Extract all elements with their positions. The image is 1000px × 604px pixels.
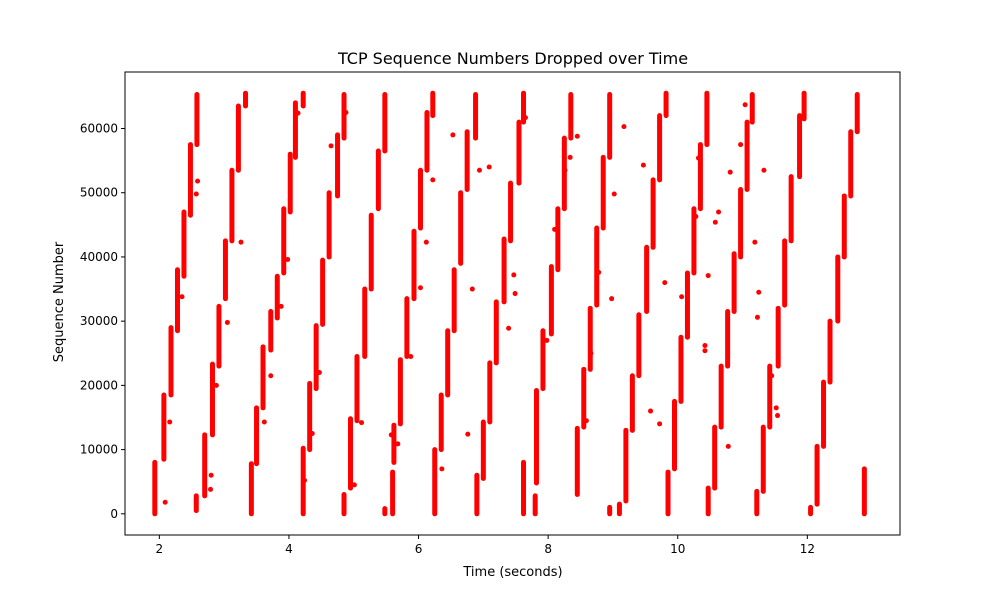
data-point-28 — [439, 466, 445, 472]
data-point-19 — [343, 109, 349, 115]
data-point-17 — [316, 370, 322, 376]
data-point-34 — [506, 325, 512, 331]
data-point-61 — [705, 273, 711, 279]
data-point-60 — [702, 348, 708, 354]
data-point-64 — [725, 443, 731, 449]
x-tick-label-4: 10 — [670, 542, 685, 556]
data-point-71 — [761, 167, 767, 173]
data-point-43 — [574, 133, 580, 139]
x-tick-label-5: 12 — [800, 542, 815, 556]
data-point-5 — [208, 486, 214, 492]
data-point-70 — [756, 289, 762, 295]
data-point-13 — [285, 257, 291, 263]
data-point-37 — [516, 163, 522, 169]
data-point-66 — [738, 142, 744, 148]
x-tick-label-2: 6 — [415, 542, 423, 556]
data-point-6 — [208, 472, 214, 478]
data-point-57 — [693, 213, 699, 219]
data-point-58 — [695, 155, 701, 161]
data-point-35 — [511, 272, 517, 278]
data-point-20 — [351, 482, 357, 488]
data-point-15 — [301, 477, 307, 483]
data-point-72 — [769, 373, 775, 379]
data-point-31 — [469, 286, 475, 292]
data-point-11 — [268, 373, 274, 379]
data-point-59 — [702, 343, 708, 349]
data-point-48 — [611, 191, 617, 197]
data-point-68 — [752, 239, 758, 245]
data-point-50 — [621, 124, 627, 130]
data-point-49 — [616, 502, 622, 508]
y-tick-label-2: 20000 — [80, 378, 118, 392]
data-point-69 — [754, 314, 760, 320]
data-point-22 — [388, 432, 394, 438]
data-point-18 — [328, 143, 334, 149]
data-point-42 — [567, 154, 573, 160]
x-tick-label-1: 4 — [285, 542, 293, 556]
data-point-33 — [486, 164, 492, 170]
data-point-32 — [476, 167, 482, 173]
data-point-46 — [596, 269, 602, 275]
data-point-4 — [195, 178, 201, 184]
y-tick-label-3: 30000 — [80, 314, 118, 328]
data-point-29 — [450, 132, 456, 138]
data-point-40 — [552, 226, 558, 232]
data-point-24 — [408, 353, 414, 359]
x-axis: 2 4 6 8 10 12 — [156, 535, 815, 556]
data-point-67 — [742, 102, 748, 108]
data-point-23 — [395, 441, 401, 447]
data-point-41 — [562, 167, 568, 173]
y-axis: 0 10000 20000 30000 40000 50000 60000 — [80, 122, 125, 521]
data-point-74 — [775, 413, 781, 419]
plot-frame — [124, 71, 901, 536]
data-point-45 — [588, 350, 594, 356]
data-point-63 — [716, 209, 722, 215]
data-point-25 — [417, 285, 423, 291]
data-point-38 — [522, 115, 528, 121]
data-point-44 — [583, 418, 589, 424]
data-point-16 — [309, 431, 315, 437]
data-point-12 — [278, 303, 284, 309]
data-point-52 — [648, 408, 654, 414]
y-tick-label-1: 10000 — [80, 443, 118, 457]
x-tick-label-3: 8 — [544, 542, 552, 556]
data-point-10 — [261, 419, 267, 425]
data-point-39 — [544, 337, 550, 343]
data-point-36 — [512, 291, 518, 297]
data-point-51 — [640, 162, 646, 168]
data-marks — [152, 90, 867, 517]
data-point-7 — [213, 382, 219, 388]
data-point-1 — [167, 419, 173, 425]
data-point-73 — [773, 405, 779, 411]
x-axis-label: Time (seconds) — [462, 565, 562, 580]
data-point-21 — [359, 420, 365, 426]
data-point-14 — [295, 110, 301, 116]
data-point-30 — [465, 431, 471, 437]
y-tick-label-5: 50000 — [80, 186, 118, 200]
chart-title: TCP Sequence Numbers Dropped over Time — [337, 49, 688, 68]
y-axis-label: Sequence Number — [52, 241, 67, 362]
data-point-56 — [691, 239, 697, 245]
y-tick-label-4: 40000 — [80, 250, 118, 264]
y-tick-label-0: 0 — [110, 507, 118, 521]
data-point-62 — [712, 219, 718, 225]
data-point-47 — [609, 296, 615, 302]
y-tick-label-6: 60000 — [80, 122, 118, 136]
data-point-0 — [162, 499, 168, 505]
x-tick-label-0: 2 — [156, 542, 164, 556]
data-point-9 — [238, 239, 244, 245]
data-point-53 — [657, 421, 663, 427]
data-point-65 — [727, 169, 733, 175]
data-point-26 — [423, 239, 429, 245]
data-point-3 — [193, 191, 199, 197]
data-point-54 — [662, 280, 668, 286]
data-point-55 — [679, 294, 685, 300]
data-point-27 — [430, 177, 436, 183]
data-point-8 — [224, 319, 230, 325]
data-point-2 — [179, 294, 185, 300]
